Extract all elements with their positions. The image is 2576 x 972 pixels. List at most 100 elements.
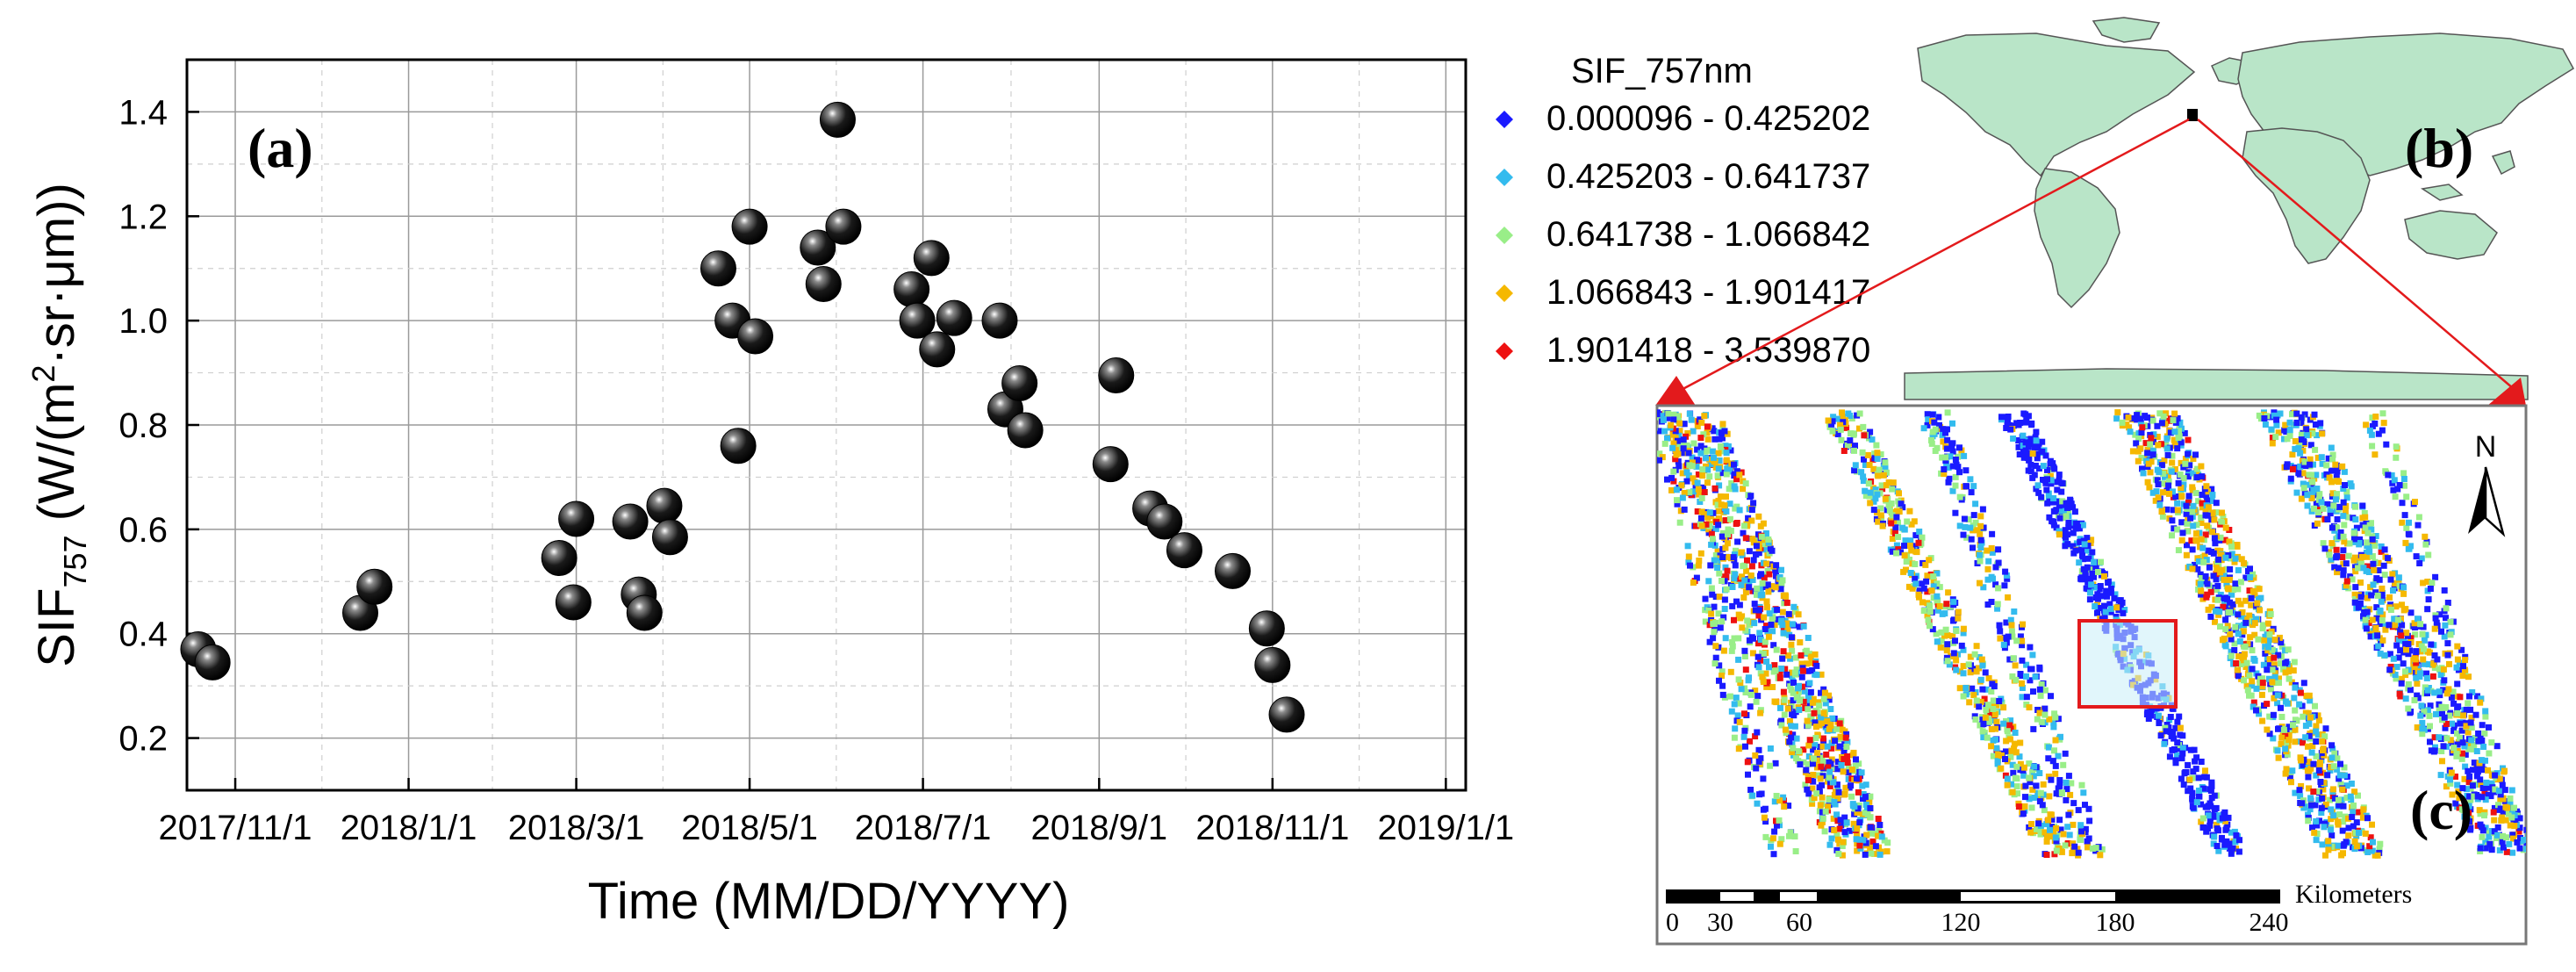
swath-pixel — [1755, 607, 1762, 614]
swath-pixel — [2000, 641, 2007, 648]
swath-pixel — [2152, 497, 2159, 504]
swath-pixel — [2399, 601, 2405, 608]
swath-pixel — [1699, 472, 1706, 479]
swath-pixel — [1979, 686, 1986, 693]
swath-pixel — [1800, 623, 1807, 630]
swath-pixel — [1990, 752, 1997, 760]
swath-pixel — [2447, 780, 2454, 787]
swath-pixel — [1686, 489, 1693, 496]
swath-pixel — [1697, 499, 1704, 505]
swath-pixel — [2206, 564, 2213, 571]
swath-pixel — [2506, 840, 2513, 847]
swath-pixel — [2328, 754, 2336, 761]
swath-pixel — [1965, 661, 1972, 668]
swath-pixel — [2320, 540, 2327, 547]
swath-pixel — [2337, 760, 2343, 767]
swath-pixel — [2426, 649, 2433, 656]
swath-pixel — [1765, 633, 1772, 640]
swath-pixel — [1741, 522, 1747, 529]
swath-pixel — [2325, 838, 2332, 845]
swath-pixel — [2287, 475, 2294, 482]
swath-pixel — [1934, 444, 1941, 451]
swath-pixel — [2178, 536, 2185, 544]
swath-pixel — [2501, 787, 2508, 794]
swath-pixel — [1985, 558, 1992, 565]
swath-pixel — [2463, 706, 2470, 713]
swath-pixel — [1848, 782, 1855, 789]
swath-pixel — [2342, 508, 2349, 515]
swath-pixel — [1952, 457, 1959, 463]
swath-pixel — [1704, 447, 1711, 454]
swath-pixel — [2023, 417, 2030, 424]
swath-pixel — [2502, 817, 2509, 824]
swath-pixel — [2075, 849, 2082, 856]
swath-pixel — [2211, 535, 2218, 542]
swath-pixel — [1740, 529, 1747, 536]
swath-pixel — [2292, 738, 2299, 745]
swath-pixel — [1787, 829, 1794, 836]
swath-pixel — [1827, 760, 1834, 767]
swath-pixel — [2233, 832, 2240, 839]
swath-pixel — [2034, 707, 2041, 713]
swath-pixel — [2189, 546, 2196, 553]
swath-pixel — [2043, 838, 2050, 845]
swath-pixel — [2225, 586, 2232, 593]
swath-pixel — [1876, 822, 1884, 828]
swath-pixel — [2271, 654, 2278, 661]
swath-pixel — [1984, 601, 1991, 608]
swath-pixel — [2442, 724, 2449, 731]
swath-pixel — [2470, 745, 2477, 752]
swath-pixel — [2482, 713, 2489, 720]
swath-pixel — [2399, 500, 2406, 507]
swath-pixel — [2163, 728, 2170, 735]
swath-pixel — [2282, 421, 2289, 428]
swath-pixel — [2411, 697, 2418, 703]
swath-pixel — [1848, 430, 1854, 437]
swath-pixel — [2386, 622, 2393, 629]
swath-pixel — [2471, 760, 2478, 767]
swath-pixel — [1714, 472, 1721, 479]
swath-pixel — [2507, 822, 2514, 829]
swath-pixel — [2235, 848, 2242, 855]
swath-pixel — [2465, 673, 2472, 680]
swath-pixel — [2317, 759, 2323, 766]
swath-pixel — [2268, 686, 2274, 693]
swath-pixel — [1824, 718, 1831, 725]
swath-pixel — [2327, 510, 2334, 517]
swath-pixel — [1808, 659, 1815, 666]
swath-pixel — [1962, 467, 1970, 474]
swath-pixel — [2292, 445, 2299, 452]
swath-pixel — [2400, 584, 2407, 591]
swath-pixel — [2217, 623, 2223, 630]
data-point — [651, 519, 688, 556]
swath-pixel — [2480, 744, 2487, 750]
swath-pixel — [2007, 736, 2013, 743]
data-point — [737, 318, 774, 355]
swath-pixel — [1758, 533, 1765, 540]
swath-pixel — [1755, 664, 1762, 671]
swath-pixel — [1828, 745, 1835, 752]
swath-pixel — [2420, 656, 2427, 663]
swath-pixel — [1789, 621, 1796, 628]
swath-pixel — [2278, 714, 2285, 720]
swath-pixel — [1832, 738, 1839, 745]
swath-pixel — [2229, 845, 2236, 852]
swath-pixel — [2088, 536, 2095, 544]
swath-pixel — [2404, 632, 2411, 639]
swath-pixel — [2328, 524, 2336, 531]
swath-pixel — [2060, 831, 2067, 838]
swath-pixel — [2218, 518, 2225, 525]
swath-pixel — [2011, 740, 2018, 747]
swath-pixel — [1906, 543, 1913, 549]
swath-pixel — [1657, 428, 1662, 435]
swath-pixel — [2369, 553, 2376, 559]
swath-pixel — [2400, 607, 2407, 614]
swath-pixel — [1735, 676, 1742, 683]
swath-pixel — [2393, 675, 2400, 682]
swath-pixel — [2324, 500, 2331, 508]
swath-pixel — [1950, 598, 1957, 605]
swath-pixel — [2436, 692, 2443, 699]
swath-pixel — [2314, 788, 2321, 795]
swath-pixel — [1867, 428, 1874, 436]
y-tick-label: 1.4 — [118, 93, 168, 132]
